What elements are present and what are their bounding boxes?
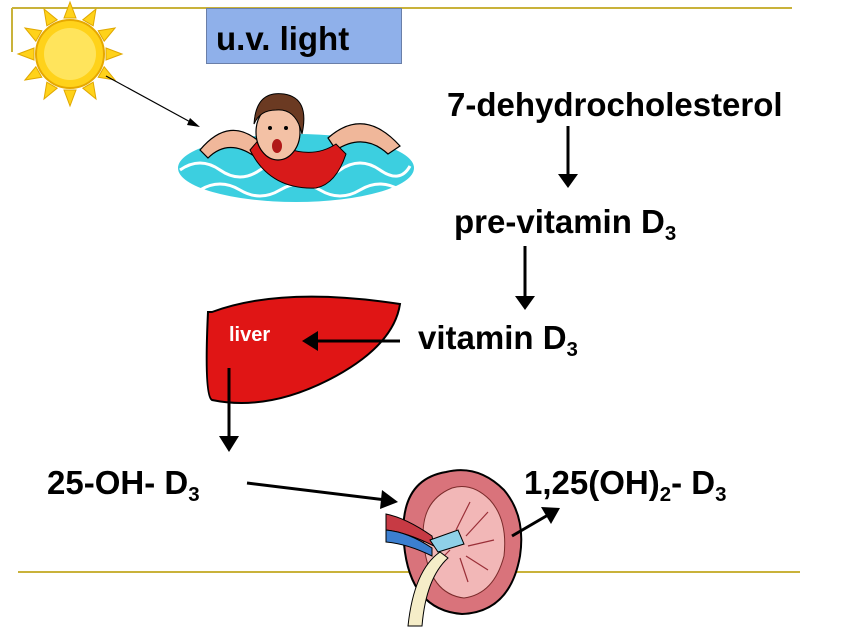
- dihydroxy-d3-label: 1,25(OH)2- D3: [524, 466, 726, 506]
- hydroxy-d3-text: 25-OH- D: [47, 464, 189, 501]
- liver-shape: [205, 295, 402, 404]
- dihydroxy-d3-subscript-2: 2: [659, 483, 672, 507]
- vitamin-d3-subscript: 3: [566, 338, 578, 362]
- vitamin-d3-label: vitamin D3: [418, 321, 578, 361]
- dihydroxy-d3-text-b: - D: [671, 464, 716, 501]
- hydroxy-d3-subscript: 3: [188, 483, 200, 507]
- swimmer-icon: [178, 93, 414, 212]
- dihydroxy-d3-subscript-3: 3: [715, 483, 727, 507]
- uv-ray-arrow: [105, 75, 200, 127]
- hydroxy-d3-label: 25-OH- D3: [47, 466, 200, 506]
- dihydroxy-d3-text-a: 1,25(OH): [524, 464, 660, 501]
- vitamin-d3-text: vitamin D: [418, 319, 567, 356]
- pre-vitamin-d3-label: pre-vitamin D3: [454, 205, 676, 245]
- pre-vitamin-d3-subscript: 3: [664, 222, 677, 246]
- pathway-arrows: [219, 126, 578, 538]
- kidney-icon: [385, 469, 523, 627]
- dehydrocholesterol-label: 7-dehydrocholesterol: [447, 86, 783, 123]
- pre-vitamin-d3-text: pre-vitamin D: [454, 203, 665, 240]
- uv-light-box: [206, 8, 402, 64]
- liver-label: liver: [229, 324, 271, 346]
- uv-light-label: u.v. light: [216, 20, 350, 57]
- sun-icon: [16, 0, 124, 108]
